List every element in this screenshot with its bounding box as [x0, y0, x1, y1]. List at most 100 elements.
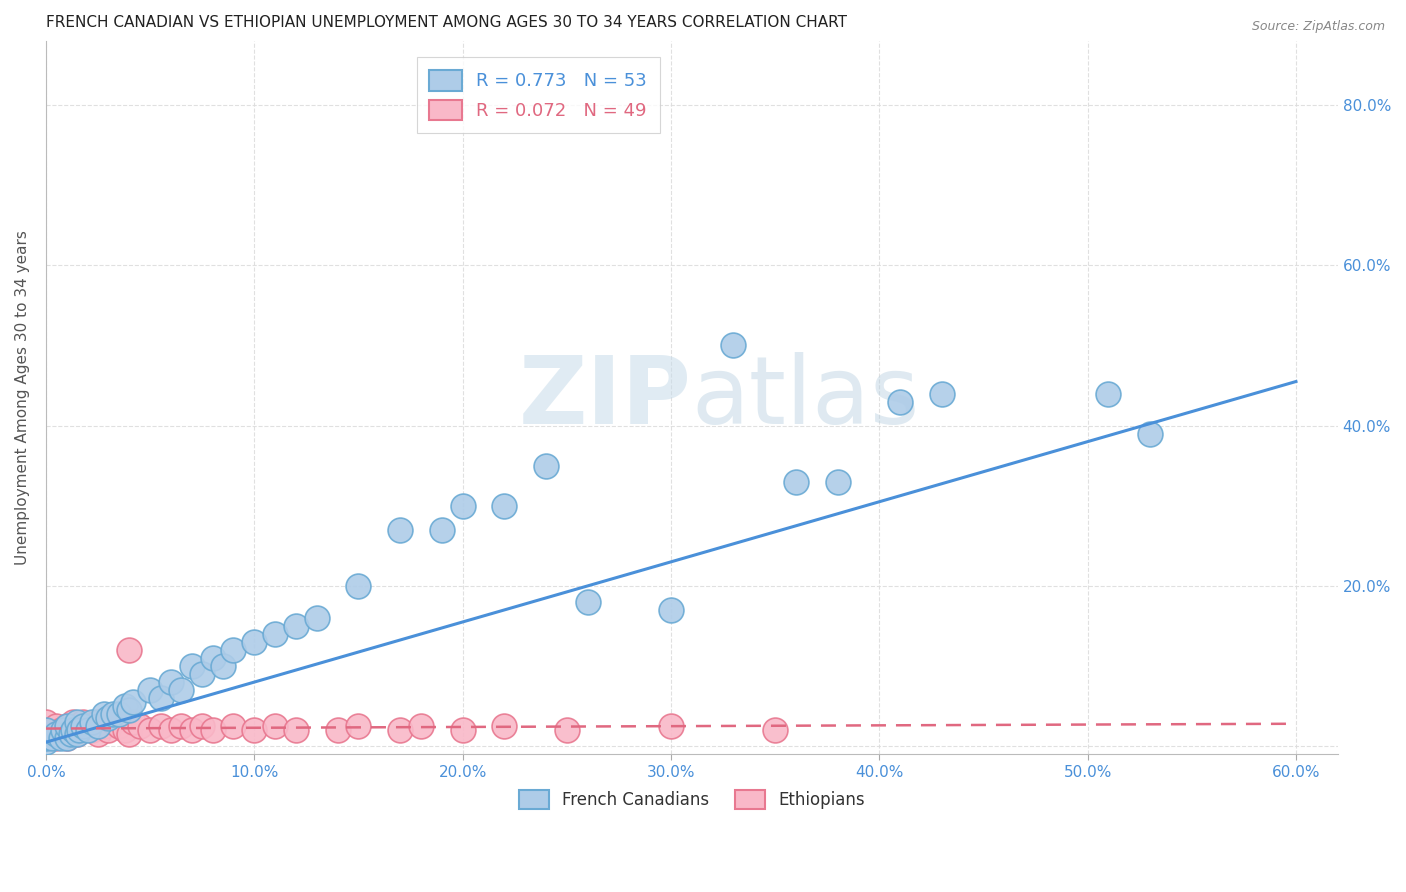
Point [347, 579, 370, 593]
Point [139, 683, 162, 698]
Point [67, 723, 90, 738]
Point [108, 719, 131, 733]
Point [389, 523, 412, 537]
Point [149, 691, 172, 706]
Point [35, 723, 58, 738]
Text: FRENCH CANADIAN VS ETHIOPIAN UNEMPLOYMENT AMONG AGES 30 TO 34 YEARS CORRELATION : FRENCH CANADIAN VS ETHIOPIAN UNEMPLOYMEN… [46, 15, 846, 30]
Point [285, 723, 308, 738]
Point [62, 723, 84, 738]
Point [494, 499, 516, 513]
Point [494, 719, 516, 733]
Point [243, 723, 266, 738]
Point [87, 715, 110, 730]
Point [118, 727, 141, 741]
Point [534, 458, 557, 473]
Point [889, 394, 911, 409]
Point [72, 715, 94, 730]
Point [128, 719, 150, 733]
Point [785, 475, 807, 489]
Text: atlas: atlas [692, 351, 920, 443]
Point [659, 719, 682, 733]
Point [49, 723, 72, 738]
Point [56, 731, 79, 746]
Point [118, 643, 141, 657]
Point [430, 523, 453, 537]
Point [160, 723, 183, 738]
Point [97, 711, 120, 725]
Point [97, 723, 120, 738]
Text: Source: ZipAtlas.com: Source: ZipAtlas.com [1251, 20, 1385, 33]
Point [149, 719, 172, 733]
Point [108, 707, 131, 722]
Point [93, 707, 115, 722]
Point [49, 731, 72, 746]
Point [191, 667, 214, 681]
Point [35, 735, 58, 749]
Point [67, 723, 90, 738]
Point [52, 723, 75, 738]
Point [264, 719, 287, 733]
Point [101, 707, 124, 722]
Point [1097, 386, 1119, 401]
Point [41, 731, 63, 746]
Point [723, 338, 745, 352]
Point [118, 703, 141, 717]
Point [201, 723, 224, 738]
Point [114, 699, 136, 714]
Point [45, 731, 67, 746]
Point [87, 719, 110, 733]
Point [555, 723, 578, 738]
Point [76, 719, 98, 733]
Point [56, 719, 79, 733]
Point [56, 731, 79, 746]
Point [35, 731, 58, 746]
Point [59, 727, 82, 741]
Point [56, 719, 79, 733]
Point [576, 595, 599, 609]
Point [170, 719, 193, 733]
Point [66, 715, 89, 730]
Y-axis label: Unemployment Among Ages 30 to 34 years: Unemployment Among Ages 30 to 34 years [15, 230, 30, 565]
Point [1139, 426, 1161, 441]
Point [243, 635, 266, 649]
Point [101, 715, 124, 730]
Point [191, 719, 214, 733]
Point [52, 727, 75, 741]
Point [763, 723, 786, 738]
Point [35, 731, 58, 746]
Point [76, 723, 98, 738]
Point [347, 719, 370, 733]
Point [41, 727, 63, 741]
Legend: French Canadians, Ethiopians: French Canadians, Ethiopians [510, 781, 873, 817]
Point [62, 715, 84, 730]
Point [180, 659, 202, 673]
Point [212, 659, 235, 673]
Point [160, 675, 183, 690]
Point [409, 719, 432, 733]
Point [305, 611, 328, 625]
Point [72, 719, 94, 733]
Point [264, 627, 287, 641]
Point [66, 719, 89, 733]
Point [122, 695, 145, 709]
Point [285, 619, 308, 633]
Point [389, 723, 412, 738]
Point [170, 683, 193, 698]
Point [80, 723, 103, 738]
Point [45, 727, 67, 741]
Point [222, 719, 245, 733]
Point [45, 719, 67, 733]
Point [326, 723, 349, 738]
Point [659, 603, 682, 617]
Point [87, 727, 110, 741]
Point [122, 715, 145, 730]
Point [66, 727, 89, 741]
Point [222, 643, 245, 657]
Text: ZIP: ZIP [519, 351, 692, 443]
Point [35, 723, 58, 738]
Point [180, 723, 202, 738]
Point [451, 499, 474, 513]
Point [66, 727, 89, 741]
Point [93, 719, 115, 733]
Point [827, 475, 849, 489]
